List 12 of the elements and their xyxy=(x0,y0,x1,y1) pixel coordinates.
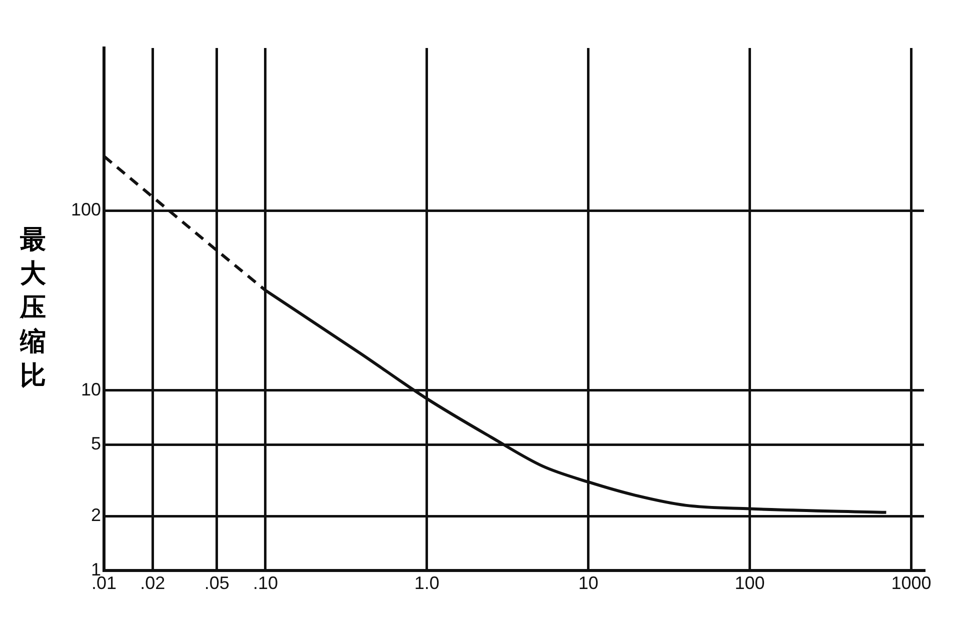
x-tick-label: 1000 xyxy=(891,573,932,594)
x-tick-label: .10 xyxy=(252,573,278,594)
x-tick-label: .02 xyxy=(140,573,166,594)
y-tick-label: 10 xyxy=(81,379,102,400)
y-tick-label: 100 xyxy=(70,199,102,220)
x-tick-label: 100 xyxy=(734,573,765,594)
y-axis-title: 最大压缩比 xyxy=(20,224,46,393)
x-tick-label: .05 xyxy=(204,573,230,594)
x-tick-label: 1.0 xyxy=(414,573,440,594)
x-tick-label: 10 xyxy=(578,573,598,594)
y-tick-label: 2 xyxy=(91,505,102,526)
y-tick-label: 5 xyxy=(91,434,102,454)
